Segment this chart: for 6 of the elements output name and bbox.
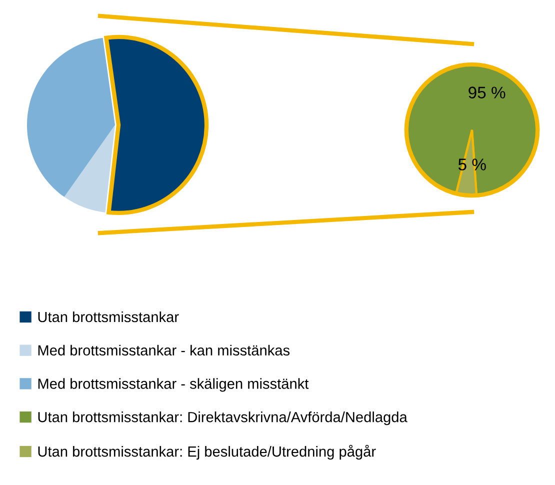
legend-label: Utan brottsmisstankar bbox=[38, 311, 179, 322]
legend-label: Utan brottsmisstankar: Direktavskrivna/Avförda/Nedlagda bbox=[38, 412, 408, 426]
data-label: 95 % bbox=[468, 86, 506, 98]
legend-label: Med brottsmisstankar - skäligen misstänkt bbox=[38, 378, 309, 392]
legend-label: Med brottsmisstankar - kan misstänkas bbox=[38, 344, 290, 356]
legend-label: Utan brottsmisstankar: Ej beslutade/Utredning pågår bbox=[38, 444, 376, 460]
